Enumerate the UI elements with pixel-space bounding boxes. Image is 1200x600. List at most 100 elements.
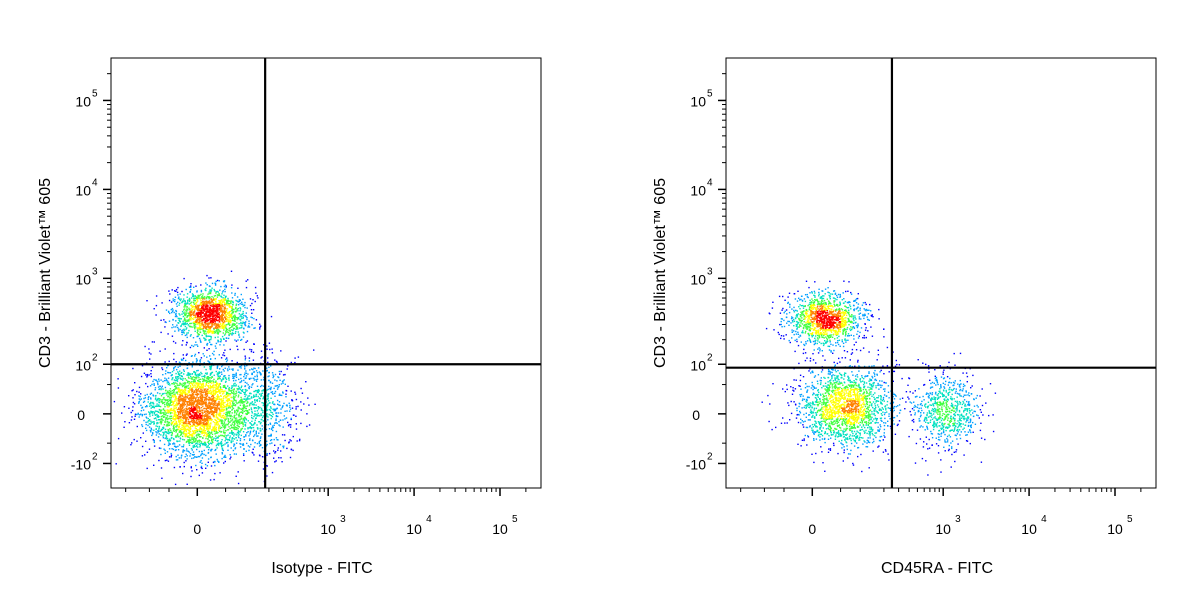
event-dot xyxy=(199,298,201,300)
event-dot xyxy=(275,414,278,417)
event-dot xyxy=(193,395,195,398)
event-dot xyxy=(215,409,217,412)
event-dot xyxy=(183,328,185,330)
event-dot xyxy=(159,409,161,412)
event-dot xyxy=(168,397,171,399)
event-dot xyxy=(188,408,191,410)
event-dot xyxy=(210,392,212,394)
event-dot xyxy=(216,391,218,393)
event-dot xyxy=(208,300,211,302)
event-dot xyxy=(221,298,223,301)
event-dot xyxy=(220,357,223,359)
event-dot xyxy=(208,416,210,418)
event-dot xyxy=(233,323,236,325)
event-dot xyxy=(198,402,200,405)
event-dot xyxy=(227,331,230,334)
event-dot xyxy=(205,405,207,407)
event-dot xyxy=(178,313,180,315)
event-dot xyxy=(210,373,212,375)
event-dot xyxy=(241,385,243,387)
event-dot xyxy=(175,361,177,363)
event-dot xyxy=(194,424,196,426)
event-dot xyxy=(187,374,190,376)
event-dot xyxy=(237,304,240,306)
event-dot xyxy=(251,424,253,427)
event-dot xyxy=(255,404,257,406)
event-dot xyxy=(193,303,196,305)
event-dot xyxy=(252,359,255,361)
event-dot xyxy=(181,407,183,409)
event-dot xyxy=(184,422,186,424)
event-dot xyxy=(207,416,209,419)
event-dot xyxy=(187,403,189,406)
event-dot xyxy=(170,412,172,414)
event-dot xyxy=(235,393,237,395)
event-dot xyxy=(182,359,184,361)
event-dot xyxy=(200,431,202,433)
event-dot xyxy=(235,390,237,392)
event-dot xyxy=(282,426,284,428)
event-dot xyxy=(174,418,176,420)
event-dot xyxy=(201,453,204,455)
event-dot xyxy=(193,402,195,404)
event-dot xyxy=(208,398,211,400)
event-dot xyxy=(143,419,145,422)
event-dot xyxy=(221,320,223,322)
event-dot xyxy=(206,428,208,431)
event-dot xyxy=(275,415,278,418)
event-dot xyxy=(207,382,210,384)
event-dot xyxy=(160,412,162,415)
event-dot xyxy=(138,402,140,404)
event-dot xyxy=(223,427,226,429)
event-dot xyxy=(224,304,226,306)
event-dot xyxy=(216,432,218,434)
event-dot xyxy=(199,390,201,392)
event-dot xyxy=(184,378,186,380)
event-dot xyxy=(183,425,185,428)
event-dot xyxy=(155,428,157,430)
event-dot xyxy=(203,428,206,430)
event-dot xyxy=(229,310,232,312)
event-dot xyxy=(172,324,174,326)
event-dot xyxy=(174,400,176,402)
event-dot xyxy=(199,461,201,463)
event-dot xyxy=(175,391,177,394)
event-dot xyxy=(204,397,206,399)
event-dot xyxy=(158,399,160,402)
event-dot xyxy=(236,439,238,441)
event-dot xyxy=(205,390,207,392)
event-dot xyxy=(248,387,250,390)
event-dot xyxy=(215,448,217,451)
event-dot xyxy=(249,426,251,428)
event-dot xyxy=(149,423,152,425)
event-dot xyxy=(278,385,280,388)
event-dot xyxy=(123,406,126,408)
event-dot xyxy=(216,332,218,334)
event-dot xyxy=(132,367,134,370)
event-dot xyxy=(158,405,161,407)
event-dot xyxy=(265,401,268,403)
event-dot xyxy=(197,434,200,436)
event-dot xyxy=(179,393,181,395)
event-dot xyxy=(204,414,206,416)
event-dot xyxy=(163,432,165,434)
event-dot xyxy=(197,318,199,320)
event-dot xyxy=(221,324,223,327)
event-dot xyxy=(220,404,222,407)
event-dot xyxy=(291,407,294,409)
event-dot xyxy=(173,424,175,427)
event-dot xyxy=(247,431,249,433)
event-dot xyxy=(237,394,240,396)
event-dot xyxy=(189,312,191,314)
event-dot xyxy=(170,452,172,455)
event-dot xyxy=(124,421,126,423)
event-dot xyxy=(160,409,163,411)
event-dot xyxy=(256,435,258,437)
event-dot xyxy=(204,302,206,304)
event-dot xyxy=(228,387,230,389)
event-dot xyxy=(271,416,274,418)
event-dot xyxy=(194,425,197,427)
event-dot xyxy=(194,355,196,357)
event-dot xyxy=(275,419,277,422)
event-dot xyxy=(242,444,244,446)
